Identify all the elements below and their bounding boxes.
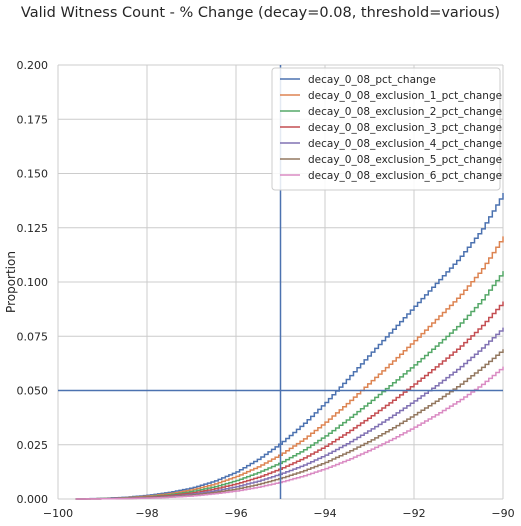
y-tick-label: 0.125 bbox=[17, 222, 49, 235]
legend-entry: decay_0_08_exclusion_3_pct_change bbox=[308, 122, 502, 134]
legend-entry: decay_0_08_pct_change bbox=[308, 74, 436, 86]
legend: decay_0_08_pct_change decay_0_08_exclusio… bbox=[271, 67, 502, 191]
y-tick-label: 0.200 bbox=[17, 59, 49, 72]
series-line-decay-0-08-exclusion-6-pct-change bbox=[75, 366, 504, 500]
legend-box bbox=[271, 67, 501, 191]
y-axis-label: Proportion bbox=[4, 251, 18, 313]
legend-entry: decay_0_08_exclusion_1_pct_change bbox=[308, 90, 502, 102]
y-tick-label: 0.175 bbox=[17, 113, 49, 126]
x-tick-label: −100 bbox=[43, 507, 73, 520]
x-tick-label: −96 bbox=[224, 507, 247, 520]
x-tick-label: −98 bbox=[135, 507, 158, 520]
y-tick-label: 0.000 bbox=[17, 493, 49, 506]
legend-entry: decay_0_08_exclusion_6_pct_change bbox=[308, 170, 502, 182]
series-line-decay-0-08-pct-change bbox=[75, 193, 504, 500]
legend-entry: decay_0_08_exclusion_4_pct_change bbox=[308, 138, 502, 150]
y-tick-label: 0.100 bbox=[17, 276, 49, 289]
x-tick-label: −90 bbox=[491, 507, 514, 520]
series-lines bbox=[75, 193, 504, 500]
y-tick-label: 0.050 bbox=[17, 385, 49, 398]
legend-entry: decay_0_08_exclusion_2_pct_change bbox=[308, 106, 502, 118]
y-tick-label: 0.025 bbox=[17, 439, 49, 452]
y-tick-label: 0.150 bbox=[17, 168, 49, 181]
x-tick-label: −94 bbox=[313, 507, 336, 520]
y-tick-label: 0.075 bbox=[17, 330, 49, 343]
tick-labels: −100 −98 −96 −94 −92 −90 0.000 0.025 0.050 0.075 0… bbox=[17, 59, 515, 520]
x-tick-label: −92 bbox=[402, 507, 425, 520]
series-line-decay-0-08-exclusion-5-pct-change bbox=[75, 349, 504, 500]
legend-entry: decay_0_08_exclusion_5_pct_change bbox=[308, 154, 502, 166]
chart-title: Valid Witness Count - % Change (decay=0.… bbox=[20, 5, 501, 21]
